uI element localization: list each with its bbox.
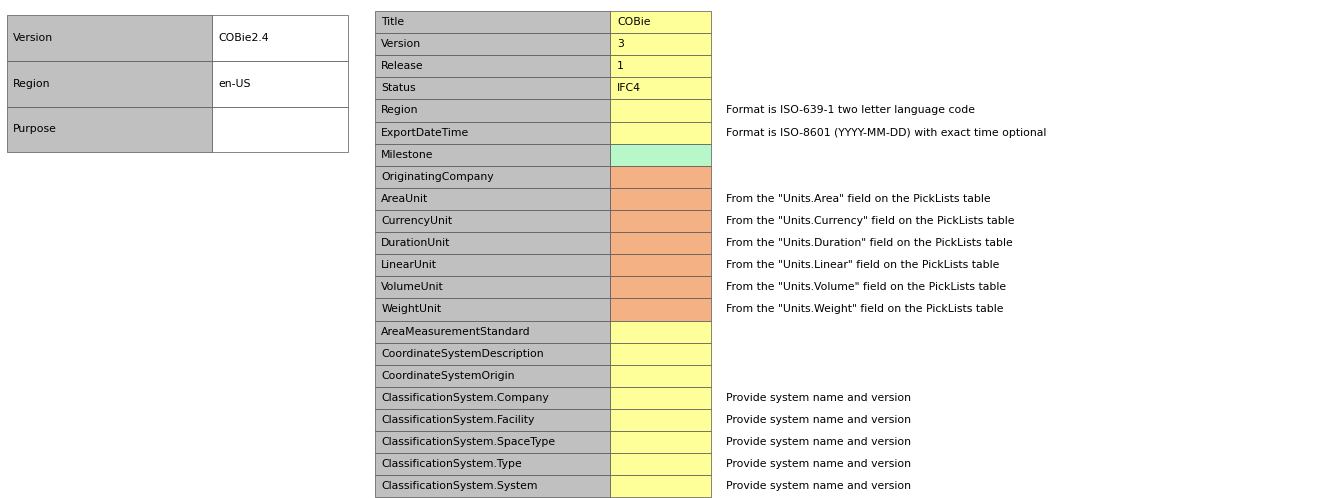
Text: LinearUnit: LinearUnit [381, 260, 437, 270]
Text: From the "Units.Duration" field on the PickLists table: From the "Units.Duration" field on the P… [726, 238, 1013, 248]
Text: AreaMeasurementStandard: AreaMeasurementStandard [381, 327, 531, 337]
Bar [610, 55, 711, 77]
Bar [375, 276, 610, 298]
Text: IFC4: IFC4 [617, 83, 641, 93]
Bar [375, 431, 610, 453]
Text: Provide system name and version: Provide system name and version [726, 459, 911, 469]
Text: From the "Units.Linear" field on the PickLists table: From the "Units.Linear" field on the Pic… [726, 260, 998, 270]
Text: Format is ISO-639-1 two letter language code: Format is ISO-639-1 two letter language … [726, 106, 974, 116]
Text: From the "Units.Currency" field on the PickLists table: From the "Units.Currency" field on the P… [726, 216, 1014, 226]
Text: Purpose: Purpose [13, 124, 57, 134]
Bar [375, 166, 610, 188]
Bar [610, 11, 711, 33]
Bar [610, 276, 711, 298]
Text: 1: 1 [617, 61, 624, 71]
Text: OriginatingCompany: OriginatingCompany [381, 172, 494, 182]
Text: ClassificationSystem.Facility: ClassificationSystem.Facility [381, 415, 535, 425]
Bar [375, 365, 610, 387]
Text: From the "Units.Area" field on the PickLists table: From the "Units.Area" field on the PickL… [726, 194, 990, 204]
Text: 3: 3 [617, 39, 624, 49]
Text: VolumeUnit: VolumeUnit [381, 282, 444, 292]
Text: Provide system name and version: Provide system name and version [726, 393, 911, 403]
Bar [212, 61, 348, 107]
Text: en-US: en-US [218, 79, 252, 89]
Text: COBie2.4: COBie2.4 [218, 33, 269, 43]
Bar [610, 475, 711, 498]
Bar [375, 55, 610, 77]
Text: Milestone: Milestone [381, 150, 434, 160]
Text: Version: Version [13, 33, 53, 43]
Text: From the "Units.Weight" field on the PickLists table: From the "Units.Weight" field on the Pic… [726, 304, 1004, 314]
Bar [212, 107, 348, 152]
Bar [610, 298, 711, 321]
Bar [610, 453, 711, 475]
Bar [610, 365, 711, 387]
Bar [610, 77, 711, 100]
Text: CoordinateSystemDescription: CoordinateSystemDescription [381, 349, 544, 359]
Bar [375, 387, 610, 409]
Bar [375, 254, 610, 276]
Bar [375, 33, 610, 55]
Bar [375, 321, 610, 343]
Bar [375, 409, 610, 431]
Bar [375, 143, 610, 166]
Bar [375, 77, 610, 100]
Bar [375, 122, 610, 143]
Bar [610, 188, 711, 210]
Text: Status: Status [381, 83, 416, 93]
Bar [610, 431, 711, 453]
Text: Region: Region [13, 79, 50, 89]
Bar [610, 321, 711, 343]
Bar [375, 11, 610, 33]
Text: AreaUnit: AreaUnit [381, 194, 429, 204]
Bar [375, 188, 610, 210]
Text: ClassificationSystem.Company: ClassificationSystem.Company [381, 393, 549, 403]
Bar [610, 210, 711, 232]
Bar [375, 210, 610, 232]
Bar [212, 15, 348, 61]
Bar [610, 33, 711, 55]
Text: ClassificationSystem.System: ClassificationSystem.System [381, 482, 538, 492]
Bar [375, 475, 610, 498]
Text: CurrencyUnit: CurrencyUnit [381, 216, 453, 226]
Bar [375, 100, 610, 122]
Bar [610, 343, 711, 365]
Text: Title: Title [381, 17, 404, 27]
Bar [7, 15, 212, 61]
Bar [375, 343, 610, 365]
Bar [610, 232, 711, 254]
Text: ClassificationSystem.Type: ClassificationSystem.Type [381, 459, 522, 469]
Bar [610, 100, 711, 122]
Bar [610, 409, 711, 431]
Bar [7, 61, 212, 107]
Text: Version: Version [381, 39, 421, 49]
Text: Format is ISO-8601 (YYYY-MM-DD) with exact time optional: Format is ISO-8601 (YYYY-MM-DD) with exa… [726, 127, 1046, 137]
Text: Region: Region [381, 106, 418, 116]
Text: From the "Units.Volume" field on the PickLists table: From the "Units.Volume" field on the Pic… [726, 282, 1006, 292]
Text: COBie: COBie [617, 17, 650, 27]
Bar [610, 122, 711, 143]
Text: ExportDateTime: ExportDateTime [381, 127, 470, 137]
Bar [375, 232, 610, 254]
Text: DurationUnit: DurationUnit [381, 238, 450, 248]
Bar [375, 453, 610, 475]
Text: CoordinateSystemOrigin: CoordinateSystemOrigin [381, 371, 515, 381]
Text: ClassificationSystem.SpaceType: ClassificationSystem.SpaceType [381, 437, 556, 447]
Bar [610, 143, 711, 166]
Bar [610, 254, 711, 276]
Text: Provide system name and version: Provide system name and version [726, 437, 911, 447]
Bar [7, 107, 212, 152]
Bar [610, 387, 711, 409]
Text: Release: Release [381, 61, 424, 71]
Text: Provide system name and version: Provide system name and version [726, 482, 911, 492]
Bar [610, 166, 711, 188]
Text: Provide system name and version: Provide system name and version [726, 415, 911, 425]
Text: WeightUnit: WeightUnit [381, 304, 441, 314]
Bar [375, 298, 610, 321]
